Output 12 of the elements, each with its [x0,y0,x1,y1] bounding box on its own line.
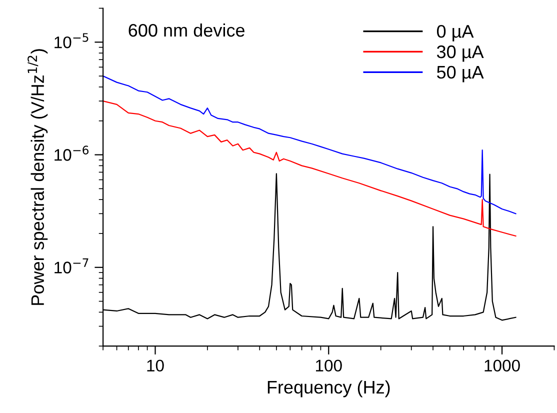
y-axis-title: Power spectral density (V/Hz$^{1/2}$) [28,49,48,305]
legend-label: 50 µA [437,66,484,82]
x-axis-title: Frequency (Hz) [268,380,390,398]
x-tick-label: 1000 [484,360,520,372]
y-tick-label: 10$^{−5}$ [54,33,88,48]
x-tick-label: 10 [147,360,164,372]
x-tick-label: 100 [316,360,342,372]
annotation: 600 nm device [128,23,244,37]
y-tick-label: 10$^{−7}$ [54,258,88,274]
y-tick-label: 10$^{−6}$ [54,146,89,161]
legend-label: 30 µA [436,45,484,62]
legend-label: 0 µA [436,24,474,42]
